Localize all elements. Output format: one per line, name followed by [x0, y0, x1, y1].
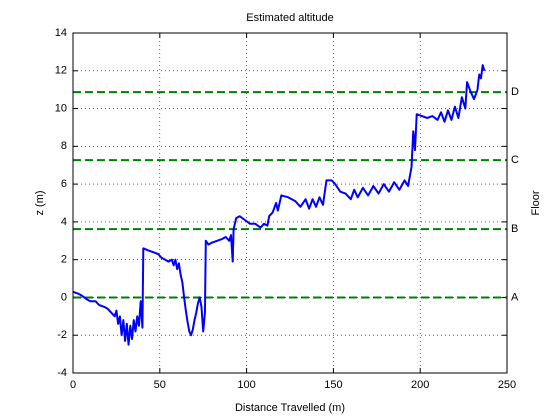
floor-label: B — [511, 223, 518, 235]
x-axis-label: Distance Travelled (m) — [235, 402, 345, 414]
x-tick-label: 150 — [324, 379, 342, 391]
y-tick-label: 2 — [61, 254, 67, 266]
y-axis-label: z (m) — [34, 190, 46, 215]
x-tick-label: 0 — [70, 379, 76, 391]
x-tick-label: 100 — [237, 379, 255, 391]
line — [72, 64, 486, 346]
x-tick-label: 250 — [498, 379, 516, 391]
plot-frame — [72, 32, 508, 374]
y-tick-label: 6 — [61, 178, 67, 190]
x-tick-label: 50 — [154, 379, 166, 391]
y-tick-label: -4 — [57, 367, 67, 379]
y-tick-label: 4 — [61, 216, 67, 228]
y-tick-label: -2 — [57, 329, 67, 341]
floor-label: A — [511, 291, 519, 303]
floor-label: D — [511, 86, 519, 98]
y-tick-label: 12 — [55, 65, 67, 77]
y-tick-label: 14 — [55, 27, 67, 39]
chart-title: Estimated altitude — [246, 12, 333, 24]
y-tick-label: 8 — [61, 140, 67, 152]
floor-label: C — [511, 154, 519, 166]
y-tick-label: 0 — [61, 291, 67, 303]
x-tick-label: 200 — [411, 379, 429, 391]
y-tick-label: 10 — [55, 102, 67, 114]
y2-axis-label: Floor — [530, 190, 542, 215]
